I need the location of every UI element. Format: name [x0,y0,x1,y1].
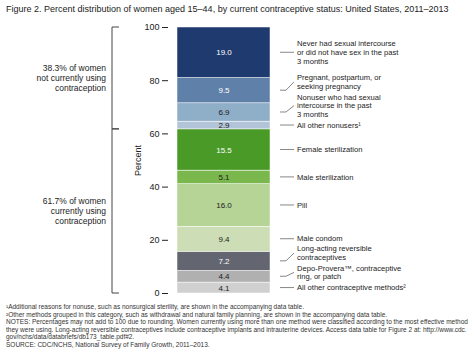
svg-text:4.1: 4.1 [218,284,230,293]
html-text:Figure 2. Percent distribution: Figure 2. Percent distribution of women … [6,4,449,14]
svg-text:40: 40 [149,182,159,192]
svg-text:Pregnant, postpartum, orseekin: Pregnant, postpartum, orseeking pregnanc… [297,73,381,91]
svg-text:19.0: 19.0 [216,48,232,57]
svg-text:61.7% of womencurrently usingc: 61.7% of womencurrently usingcontracepti… [43,196,107,226]
svg-text:16.0: 16.0 [216,201,232,210]
svg-text:5.1: 5.1 [218,173,230,182]
html-text:gov/nchs/data/databriefs/db173: gov/nchs/data/databriefs/db173_table.pdf… [6,333,135,341]
svg-text:20: 20 [149,235,159,245]
svg-text:Female sterilization: Female sterilization [297,145,362,154]
html-text:NOTES: Percentages may not add: NOTES: Percentages may not add to 100 du… [6,318,468,326]
svg-text:4.4: 4.4 [218,272,230,281]
html-text:they were using. Long-acting r: they were using. Long-acting reversible … [6,325,467,333]
svg-text:Percent: Percent [133,144,143,176]
svg-text:Depo-Provera™, contraceptiveri: Depo-Provera™, contraceptivering, or pat… [297,264,401,282]
svg-text:Male sterilization: Male sterilization [297,173,354,182]
svg-text:7.2: 7.2 [218,257,230,266]
svg-text:Pill: Pill [297,201,307,210]
svg-text:Never had sexual intercourseor: Never had sexual intercourseor did not h… [297,39,399,65]
svg-text:All other contraceptive method: All other contraceptive methods² [297,283,406,292]
svg-text:80: 80 [149,76,159,86]
svg-text:15.5: 15.5 [216,146,232,155]
svg-text:0: 0 [154,288,159,298]
html-text:SOURCE: CDC/NCHS, National Sur: SOURCE: CDC/NCHS, National Survey of Fam… [6,341,210,348]
svg-text:38.3% of womennot currently us: 38.3% of womennot currently usingcontrac… [37,63,107,93]
svg-text:2.9: 2.9 [218,121,230,130]
html-text:²Other methods grouped in this: ²Other methods grouped in this category,… [6,310,388,318]
svg-text:60: 60 [149,129,159,139]
svg-text:9.5: 9.5 [218,86,230,95]
svg-text:Male condom: Male condom [297,234,343,243]
svg-text:100: 100 [144,22,159,32]
svg-text:6.9: 6.9 [218,108,230,117]
svg-text:Long-acting reversiblecontrace: Long-acting reversiblecontraceptives [297,244,372,262]
html-text:¹Additional reasons for nonuse: ¹Additional reasons for nonuse, such as … [6,303,304,310]
svg-text:Nonuser who had sexualintercou: Nonuser who had sexualintercourse in the… [297,93,381,119]
svg-text:9.4: 9.4 [218,235,230,244]
svg-text:All other nonusers¹: All other nonusers¹ [297,121,361,130]
